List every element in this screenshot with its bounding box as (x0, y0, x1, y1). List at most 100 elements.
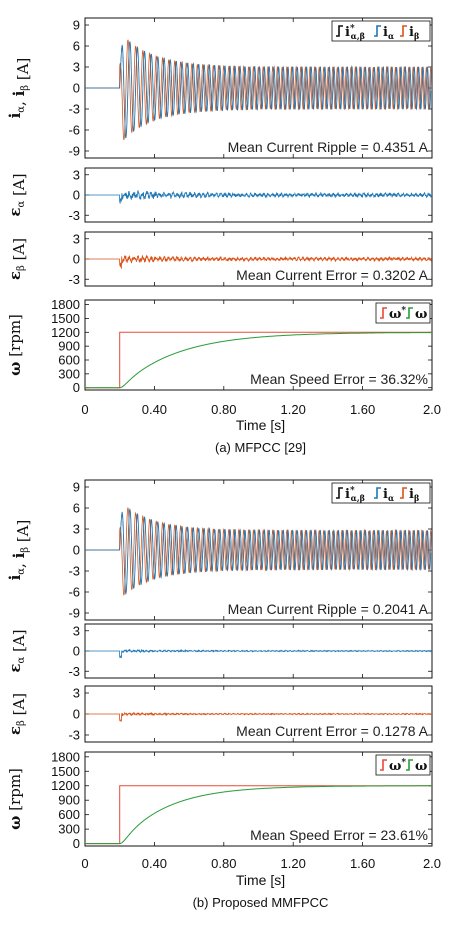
legend-swatch (400, 25, 407, 37)
legend-item: iα (374, 25, 394, 41)
legend-label: ω (415, 307, 427, 322)
legend-item: ω* (380, 758, 406, 774)
y-axis-label: εβ [A] (6, 238, 28, 280)
series-group (85, 189, 432, 204)
legend-label: ω (415, 759, 427, 774)
y-tick-label: 300 (58, 822, 80, 837)
legend-swatch (380, 759, 387, 771)
subplot-eps-alpha: -3 0 3 εα [A] (6, 623, 433, 679)
x-tick-label: 0.80 (211, 856, 236, 871)
x-tick-label: 1.60 (350, 856, 375, 871)
series-eps-beta (85, 254, 432, 269)
series-omega (85, 332, 432, 389)
legend-label: iα (383, 487, 394, 503)
legend-item: iα (374, 487, 394, 503)
legend-label: iβ (409, 487, 419, 503)
y-tick-label: 9 (73, 480, 80, 495)
y-tick-label: 1500 (51, 764, 80, 779)
figure-caption: (b) Proposed MMFPCC (193, 895, 329, 910)
legend-item: iβ (400, 25, 419, 41)
y-tick-label: -3 (68, 208, 80, 223)
x-tick-label: 0 (81, 856, 88, 871)
legend-swatch (374, 487, 381, 499)
annotation-text: Mean Speed Error = 23.61% (250, 827, 428, 843)
legend-label: i* α,β (345, 24, 365, 41)
y-tick-label: 1500 (51, 311, 80, 326)
legend-item: i* α,β (336, 24, 365, 41)
x-tick-label: 1.60 (350, 402, 375, 417)
legend-item: i* α,β (336, 486, 365, 503)
subplot-currents: -9 -6 -3 0 3 6 9 iα, iβ [A] Mean Current Ripple … (6, 17, 433, 159)
x-tick-label: 1.20 (281, 402, 306, 417)
series-group (85, 785, 432, 845)
series-i-beta (85, 507, 432, 596)
y-tick-label: 1800 (51, 297, 80, 312)
plot-area (84, 751, 433, 847)
plot-area (84, 299, 433, 391)
y-tick-label: -9 (68, 606, 80, 621)
x-tick-label: 0 (81, 402, 88, 417)
figure-b: -9 -6 -3 0 3 6 9 iα, iβ [A] Mean Current Ripple … (6, 479, 441, 910)
y-tick-label: 3 (73, 686, 80, 701)
y-axis-label: iα, iβ [A] (6, 520, 32, 581)
y-tick-label: 0 (73, 707, 80, 722)
y-tick-label: -9 (68, 144, 80, 159)
y-tick-label: -6 (68, 123, 80, 138)
subplot-eps-alpha: -3 0 3 εα [A] (6, 167, 433, 223)
x-tick-label: 2.0 (423, 856, 441, 871)
legend-label: i* α,β (345, 486, 365, 503)
y-tick-label: 1200 (51, 778, 80, 793)
legend-box (375, 754, 431, 776)
subplot-eps-beta: -3 0 3 εβ [A] Mean Current Error = 0.3202 A (6, 231, 433, 287)
series-group (85, 39, 432, 140)
series-eps-alpha (85, 189, 432, 204)
legend-label: iβ (409, 25, 419, 41)
y-tick-label: -3 (68, 728, 80, 743)
y-axis-label: iα, iβ [A] (6, 58, 32, 119)
legend-swatch (406, 759, 413, 771)
legend-item: iβ (400, 487, 419, 503)
y-tick-label: 600 (58, 807, 80, 822)
y-tick-label: 0 (73, 836, 80, 851)
legend-swatch (406, 307, 413, 319)
y-tick-label: -3 (68, 102, 80, 117)
y-tick-label: 900 (58, 339, 80, 354)
legend-item: ω (406, 307, 427, 322)
y-tick-label: 9 (73, 18, 80, 33)
series-group (85, 648, 432, 658)
y-tick-label: 300 (58, 366, 80, 381)
annotation-text: Mean Current Error = 0.3202 A (236, 267, 428, 283)
legend-item: ω (406, 759, 427, 774)
legend-label: iα (383, 25, 394, 41)
y-axis-label: ω [rpm] (6, 314, 24, 376)
y-axis-label: εβ [A] (6, 693, 28, 735)
y-tick-label: -6 (68, 585, 80, 600)
figure-a: -9 -6 -3 0 3 6 9 iα, iβ [A] Mean Current Ripple … (6, 17, 441, 455)
y-axis-label: ω [rpm] (6, 768, 24, 830)
x-axis-label: Time [s] (236, 417, 285, 433)
y-tick-label: 6 (73, 39, 80, 54)
y-tick-label: 0 (73, 188, 80, 203)
series-group (85, 331, 432, 389)
y-tick-label: 600 (58, 353, 80, 368)
legend-label: ω* (389, 306, 406, 322)
x-tick-label: 0.40 (142, 402, 167, 417)
legend-label: ω* (389, 758, 406, 774)
y-tick-label: 1200 (51, 325, 80, 340)
y-axis-label: εα [A] (6, 629, 28, 672)
legend-swatch (400, 487, 407, 499)
series-group (85, 254, 432, 269)
series-i-alpha (85, 41, 432, 139)
x-tick-label: 2.0 (423, 402, 441, 417)
y-tick-label: -3 (68, 664, 80, 679)
y-tick-label: 0 (73, 252, 80, 267)
x-tick-label: 0.80 (211, 402, 236, 417)
y-tick-label: 3 (73, 522, 80, 537)
series-group (85, 711, 432, 722)
subplot-eps-beta: -3 0 3 εβ [A] Mean Current Error = 0.1278 A (6, 685, 433, 743)
y-tick-label: 3 (73, 60, 80, 75)
y-tick-label: 3 (73, 167, 80, 182)
series-omega (85, 785, 432, 845)
x-tick-label: 1.20 (281, 856, 306, 871)
